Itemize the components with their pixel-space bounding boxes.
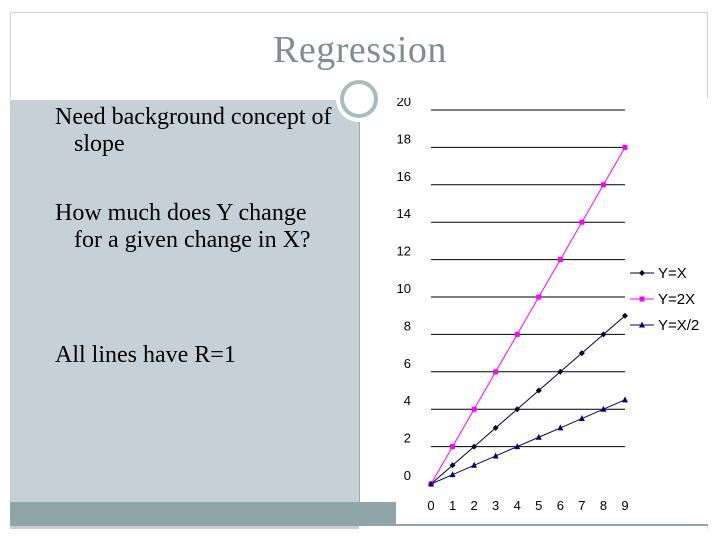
data-point [471,461,478,468]
legend-label: Y=2X [658,291,695,308]
x-tick-label: 1 [449,498,456,513]
data-point [622,312,628,319]
y-tick-label: 0 [404,468,411,483]
y-tick-label: 6 [404,356,411,371]
x-tick-label: 6 [557,498,564,513]
text-panel-background [10,100,359,529]
data-point [578,415,585,422]
decorative-circle-icon [340,80,378,118]
x-tick-label: 7 [578,498,585,513]
data-point [449,462,456,469]
data-point [492,452,499,459]
data-point [492,424,499,431]
data-point [639,321,645,328]
data-point [449,471,456,478]
x-tick-label: 8 [600,498,607,513]
data-point [639,270,645,276]
series-line [430,315,626,485]
data-point [514,443,521,450]
data-point [557,424,564,431]
data-point [471,443,478,450]
data-point [535,387,542,394]
data-point [579,219,585,225]
data-point [493,369,499,375]
data-point [535,433,542,440]
y-tick-label: 20 [397,98,411,109]
bullet-item: Need background concept of slope [55,104,332,157]
data-point [471,406,477,412]
data-point [600,182,606,188]
data-point [557,257,563,263]
x-tick-label: 5 [535,498,542,513]
data-point [536,294,542,300]
data-point [622,396,628,403]
x-tick-label: 9 [621,498,628,513]
y-tick-label: 12 [397,244,411,259]
x-tick-label: 4 [514,498,521,513]
data-point [557,368,564,375]
series-line [430,399,626,485]
legend-label: Y=X/2 [658,317,699,334]
data-point [600,331,607,338]
data-point [639,296,645,302]
data-point [450,444,456,450]
y-tick-label: 8 [404,318,411,333]
data-point [428,480,434,487]
x-tick-label: 2 [470,498,477,513]
y-tick-label: 14 [397,206,411,221]
series-line [430,147,626,485]
legend-label: Y=X [658,265,687,282]
data-point [514,331,520,337]
y-tick-label: 4 [404,393,411,408]
x-tick-label: 3 [492,498,499,513]
bullet-item: All lines have R=1 [55,342,236,368]
y-tick-label: 16 [397,169,411,184]
y-tick-label: 2 [404,431,411,446]
y-tick-label: 18 [397,131,411,146]
data-point [578,350,585,357]
bullet-item: How much does Y change for a given chang… [55,200,311,253]
y-tick-label: 10 [397,281,411,296]
x-tick-label: 0 [427,498,434,513]
data-point [600,405,607,412]
data-point [514,406,521,413]
slide-title: Regression [273,29,447,71]
panel-divider [359,100,360,502]
data-point [622,144,628,150]
